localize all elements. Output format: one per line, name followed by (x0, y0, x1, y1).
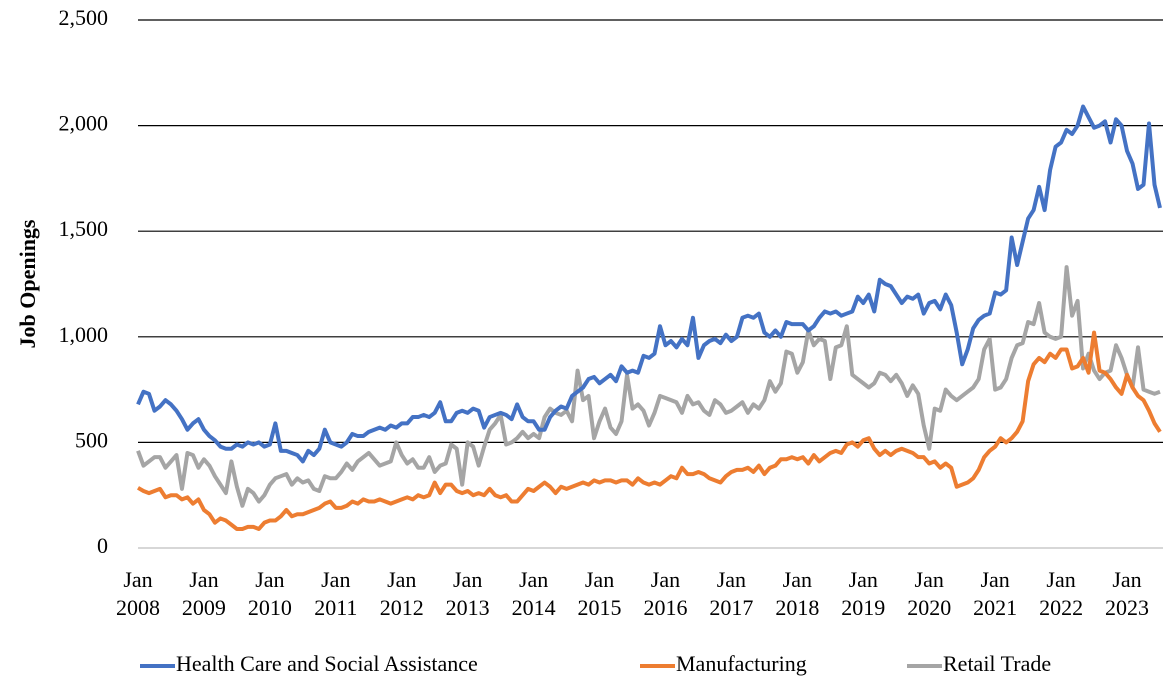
y-tick-label: 1,500 (59, 216, 109, 241)
x-tick-label: Jan 2010 (247, 567, 292, 620)
legend-label: Manufacturing (676, 651, 807, 676)
y-tick-label: 500 (75, 427, 108, 452)
x-tick-label: Jan 2013 (445, 567, 490, 620)
x-tick-label: Jan 2014 (511, 567, 556, 620)
line-series (136, 104, 1162, 464)
y-tick-label: 2,000 (59, 111, 109, 136)
x-tick-label: Jan 2009 (181, 567, 226, 620)
x-tick-label: Jan 2016 (643, 567, 688, 620)
x-tick-label: Jan 2021 (973, 567, 1018, 620)
y-tick-label: 1,000 (59, 322, 109, 347)
legend-label: Health Care and Social Assistance (176, 651, 478, 676)
y-tick-label: 2,500 (59, 5, 109, 30)
line-series (136, 330, 1162, 531)
x-tick-label: Jan 2017 (709, 567, 754, 620)
x-tick-label: Jan 2011 (314, 567, 358, 620)
line-series (136, 265, 1161, 508)
x-tick-label: Jan 2012 (379, 567, 424, 620)
x-tick-label: Jan 2019 (841, 567, 886, 620)
y-tick-label: 0 (97, 533, 108, 558)
x-tick-label: Jan 2023 (1105, 567, 1150, 620)
x-tick-label: Jan 2008 (116, 567, 160, 620)
x-tick-label: Jan 2022 (1039, 567, 1084, 620)
legend-label: Retail Trade (943, 651, 1051, 676)
y-axis-label: Job Openings (15, 219, 40, 348)
x-tick-label: Jan 2018 (775, 567, 820, 620)
x-tick-label: Jan 2020 (907, 567, 952, 620)
x-tick-label: Jan 2015 (577, 567, 622, 620)
